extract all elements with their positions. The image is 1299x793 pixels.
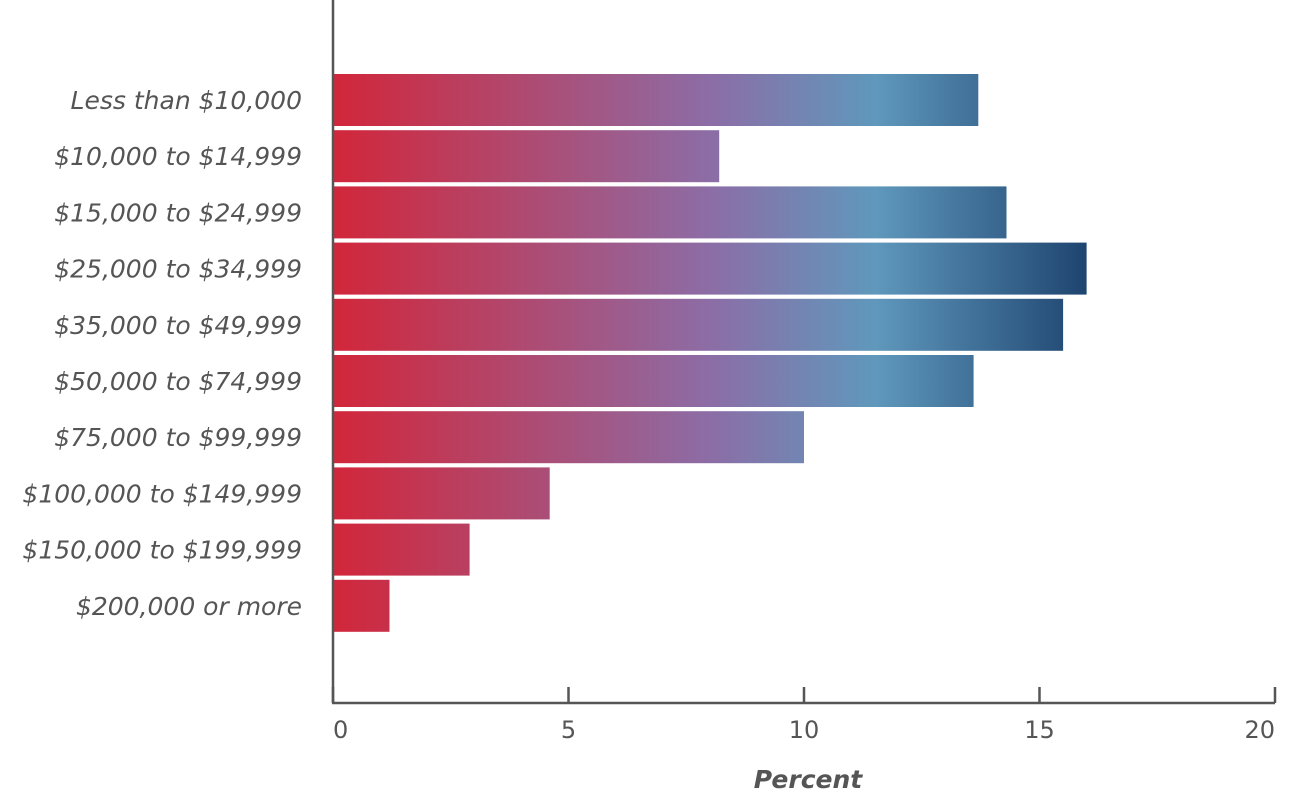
- bar-3: [333, 242, 1087, 295]
- category-label-4: $35,000 to $49,999: [54, 311, 302, 340]
- bar-9: [333, 579, 390, 632]
- bar-0: [333, 74, 979, 126]
- bar-4: [333, 298, 1064, 351]
- bar-8: [333, 523, 470, 576]
- category-label-3: $25,000 to $34,999: [54, 255, 302, 284]
- bar-1: [333, 130, 720, 183]
- category-label-2: $15,000 to $24,999: [54, 198, 302, 227]
- category-label-6: $75,000 to $99,999: [54, 423, 302, 452]
- category-label-7: $100,000 to $149,999: [22, 479, 302, 508]
- category-labels-group: Less than $10,000 $10,000 to $14,999 $15,0…: [22, 86, 302, 621]
- category-label-9: $200,000 or more: [76, 592, 302, 621]
- x-tick-label-1: 5: [561, 716, 576, 744]
- x-ticks-group: 0 5 10 15 20: [331, 687, 1277, 744]
- category-label-1: $10,000 to $14,999: [54, 142, 302, 171]
- x-axis-title: Percent: [754, 765, 864, 793]
- x-tick-label-3: 15: [1024, 716, 1055, 744]
- x-tick-label-0: 0: [333, 716, 348, 744]
- category-label-5: $50,000 to $74,999: [54, 367, 302, 396]
- bar-7: [333, 467, 550, 520]
- category-label-8: $150,000 to $199,999: [22, 536, 302, 565]
- bar-6: [333, 411, 804, 464]
- x-tick-label-4: 20: [1244, 716, 1275, 744]
- bar-5: [333, 355, 974, 407]
- bar-2: [333, 186, 1007, 239]
- bars-group: [333, 74, 1087, 632]
- x-tick-label-2: 10: [789, 716, 820, 744]
- category-label-0: Less than $10,000: [71, 86, 302, 115]
